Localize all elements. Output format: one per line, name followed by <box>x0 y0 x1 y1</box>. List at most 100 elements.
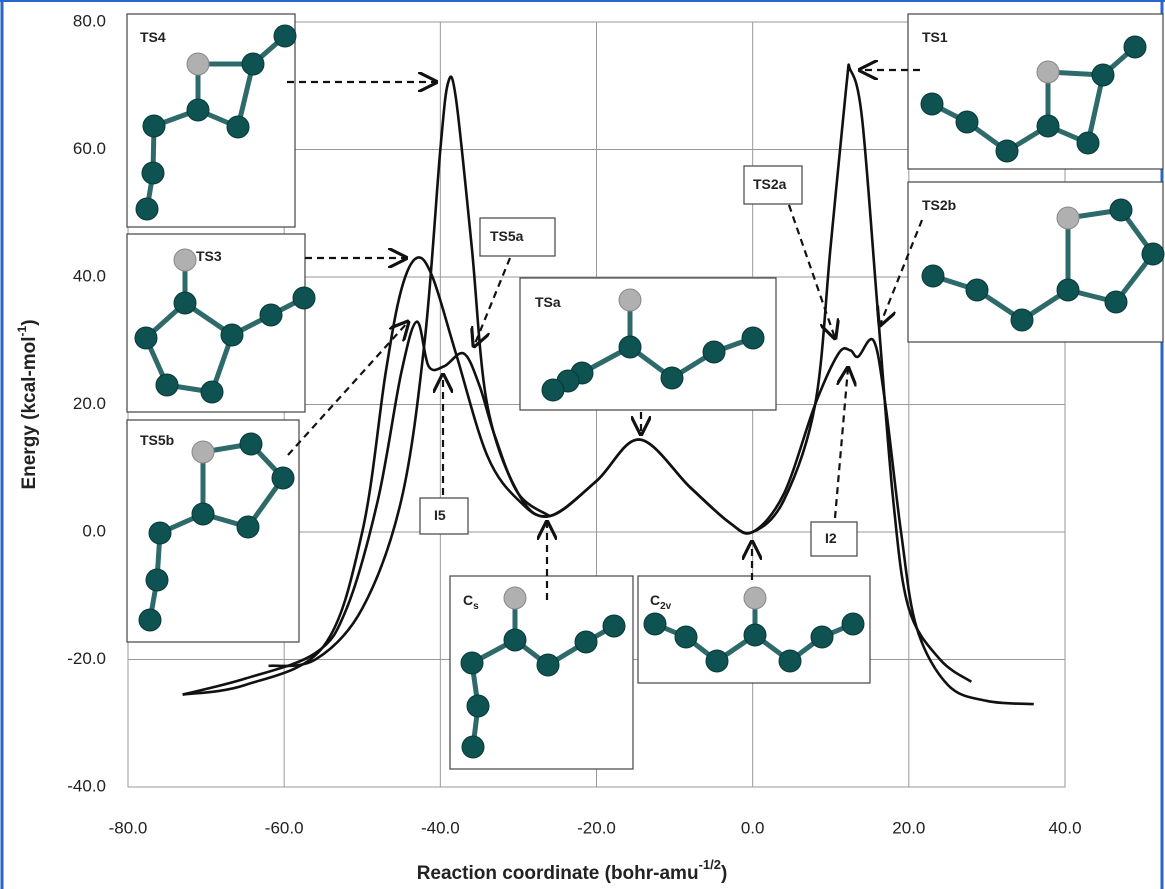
annotation-label: I2 <box>825 530 837 546</box>
carbon-atom <box>504 629 526 651</box>
carbon-atom <box>1057 279 1079 301</box>
carbon-atom <box>142 162 164 184</box>
carbon-atom <box>227 116 249 138</box>
metal-atom <box>187 53 209 75</box>
annotation-label: TS4 <box>140 29 166 45</box>
annotation-subscript: 2v <box>660 601 672 612</box>
annotation-text: TS5b <box>140 432 174 448</box>
y-tick-label: 40.0 <box>73 266 106 285</box>
carbon-atom <box>921 93 943 115</box>
annotation-text: TS2a <box>753 176 787 192</box>
annotation-text: C <box>650 592 660 608</box>
carbon-atom <box>242 53 264 75</box>
metal-atom <box>1037 61 1059 83</box>
metal-atom <box>1057 207 1079 229</box>
carbon-atom <box>703 341 725 363</box>
carbon-atom <box>156 374 178 396</box>
y-tick-label: 60.0 <box>73 139 106 158</box>
chart: TS4TS3TS5bTS5aTSaCsC2vTS1TS2aTS2bI5I2 -4… <box>0 0 1165 889</box>
annotation-text: TS1 <box>922 29 948 45</box>
carbon-atom <box>842 613 864 635</box>
carbon-atom <box>139 609 161 631</box>
carbon-atom <box>1037 115 1059 137</box>
metal-atom <box>504 587 526 609</box>
carbon-atom <box>956 111 978 133</box>
annotation-text: TS5a <box>490 228 524 244</box>
x-tick-label: -60.0 <box>265 818 304 837</box>
carbon-atom <box>742 327 764 349</box>
carbon-atom <box>1092 64 1114 86</box>
y-tick-label: 0.0 <box>82 521 106 540</box>
annotation-text: C <box>463 592 473 608</box>
x-tick-label: -40.0 <box>421 818 460 837</box>
x-tick-label: -20.0 <box>577 818 616 837</box>
x-tick-label: 0.0 <box>741 818 765 837</box>
annotation-label: TS2b <box>922 197 956 213</box>
carbon-atom <box>996 140 1018 162</box>
carbon-atom <box>744 624 766 646</box>
carbon-atom <box>293 287 315 309</box>
carbon-atom <box>143 115 165 137</box>
carbon-atom <box>644 613 666 635</box>
carbon-atom <box>603 615 625 637</box>
carbon-atom <box>149 522 171 544</box>
carbon-atom <box>461 652 483 674</box>
y-tick-label: -20.0 <box>67 649 106 668</box>
x-tick-label: 20.0 <box>892 818 925 837</box>
carbon-atom <box>135 327 157 349</box>
annotation-text: TS4 <box>140 29 166 45</box>
carbon-atom <box>136 198 158 220</box>
y-axis-title-text: Energy (kcal-mol <box>19 336 40 489</box>
annotation-label: TS2a <box>753 176 787 192</box>
annotation-label: TS1 <box>922 29 948 45</box>
carbon-atom <box>542 379 564 401</box>
annotation-text: TS3 <box>196 248 222 264</box>
y-tick-label: -40.0 <box>67 776 106 795</box>
annotation-label: I5 <box>434 507 446 523</box>
carbon-atom <box>661 367 683 389</box>
carbon-atom <box>1142 243 1164 265</box>
x-tick-label: 40.0 <box>1048 818 1081 837</box>
metal-atom <box>192 441 214 463</box>
carbon-atom <box>575 631 597 653</box>
carbon-atom <box>146 569 168 591</box>
x-axis-title-sup: -1/2 <box>699 857 721 872</box>
annotation-text: I5 <box>434 507 446 523</box>
metal-atom <box>174 249 196 271</box>
carbon-atom <box>462 736 484 758</box>
annotation-label: TS3 <box>196 248 222 264</box>
carbon-atom <box>274 25 296 47</box>
x-axis-title-text: Reaction coordinate (bohr-amu <box>417 863 699 884</box>
annotation-subscript: s <box>473 601 479 612</box>
carbon-atom <box>675 626 697 648</box>
carbon-atom <box>706 650 728 672</box>
annotation-text: I2 <box>825 530 837 546</box>
carbon-atom <box>922 265 944 287</box>
x-axis-title-suffix: ) <box>721 863 727 884</box>
y-axis-title-sup: -1 <box>15 325 29 336</box>
annotation-text: TS2b <box>922 197 956 213</box>
carbon-atom <box>1105 291 1127 313</box>
carbon-atom <box>1011 309 1033 331</box>
y-axis-title: Energy (kcal-mol-1) <box>15 319 40 489</box>
carbon-atom <box>467 695 489 717</box>
y-axis-title-suffix: ) <box>19 319 40 325</box>
carbon-atom <box>272 467 294 489</box>
carbon-atom <box>192 503 214 525</box>
annotation-text: TSa <box>535 294 561 310</box>
annotation-label: TS5a <box>490 228 524 244</box>
carbon-atom <box>779 650 801 672</box>
carbon-atom <box>260 304 282 326</box>
metal-atom <box>744 587 766 609</box>
carbon-atom <box>537 654 559 676</box>
carbon-atom <box>811 626 833 648</box>
carbon-atom <box>174 292 196 314</box>
x-tick-label: -80.0 <box>109 818 148 837</box>
annotation-label: TS5b <box>140 432 174 448</box>
y-tick-label: 20.0 <box>73 394 106 413</box>
annotation-label: TSa <box>535 294 561 310</box>
carbon-atom <box>1124 36 1146 58</box>
metal-atom <box>619 289 641 311</box>
carbon-atom <box>221 324 243 346</box>
carbon-atom <box>187 99 209 121</box>
